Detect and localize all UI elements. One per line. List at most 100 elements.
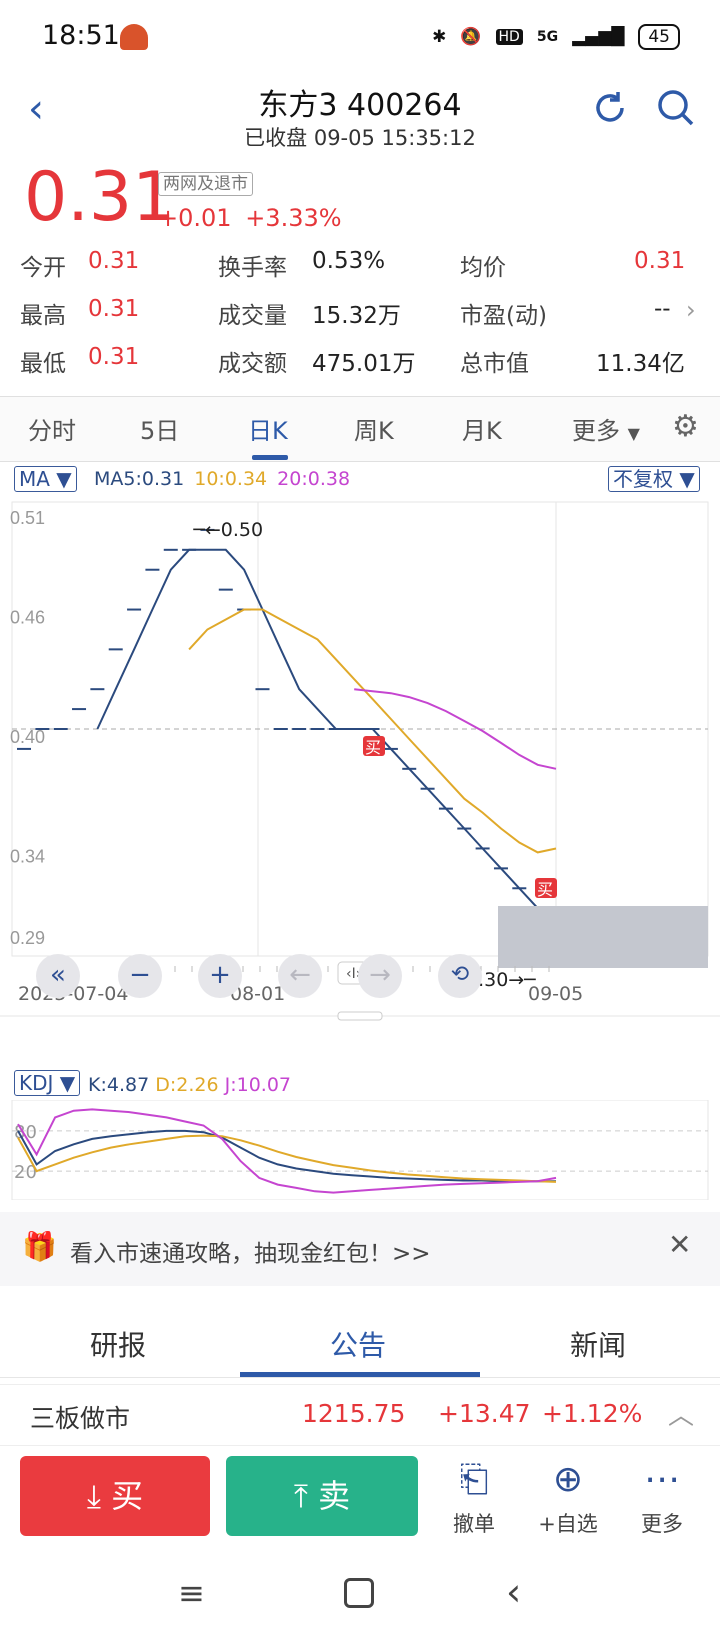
- market-status: 已收盘 09-05 15:35:12: [244, 126, 476, 150]
- stock-title: 东方3 400264: [258, 88, 462, 123]
- promo-banner[interactable]: 🎁 看入市速通攻略，抽现金红包！>> ✕: [0, 1212, 720, 1286]
- stock-header: ‹ 东方3 400264 已收盘 09-05 15:35:12: [0, 76, 720, 156]
- reset-view-button[interactable]: ⟲: [438, 954, 482, 998]
- buy-button[interactable]: ⤓ 买: [20, 1456, 210, 1536]
- kdj-line-k: [17, 1129, 556, 1183]
- high-price-label: ─←0.50: [192, 519, 263, 541]
- market-index-row[interactable]: 三板做市 1215.75 +13.47 +1.12% ︿: [0, 1384, 720, 1446]
- stat-label: 总市值: [460, 351, 529, 377]
- index-value: 1215.75: [302, 1399, 406, 1428]
- stat-value: 475.01万: [312, 351, 416, 377]
- back-icon[interactable]: ‹: [28, 86, 44, 132]
- low-price-label: 0.30→─: [466, 969, 536, 991]
- index-percent: +1.12%: [542, 1399, 643, 1428]
- x-tick-label: 09-05: [528, 983, 583, 1005]
- y-tick-label: 0.34: [10, 846, 45, 866]
- stat-value: 15.32万: [312, 303, 401, 329]
- status-bar: 18:51 ✱ 🔕 HD 5G ▂▄▆█ 45: [0, 0, 720, 76]
- index-name: 三板做市: [30, 1404, 131, 1433]
- more-label: 更多: [641, 1512, 683, 1536]
- nav-back-icon[interactable]: ‹: [506, 1570, 522, 1614]
- ma5-value: MA5:0.31: [94, 468, 185, 490]
- kdj-select-label: KDJ: [19, 1071, 54, 1095]
- status-icons: ✱ 🔕 HD 5G ▂▄▆█ 45: [432, 24, 680, 50]
- zoom-in-button[interactable]: +: [198, 954, 242, 998]
- tab-5day[interactable]: 5日: [140, 417, 180, 445]
- add-watchlist-label: +自选: [538, 1512, 598, 1536]
- kdj-d-value: D:2.26: [155, 1074, 219, 1096]
- signal-icon: ▂▄▆█: [572, 27, 625, 47]
- stat-label: 换手率: [218, 255, 287, 281]
- y-tick-label: 0.40: [10, 727, 45, 747]
- tab-weekly-k[interactable]: 周K: [354, 417, 394, 445]
- stat-label: 成交额: [218, 351, 287, 377]
- app-notification-icon: [120, 24, 148, 50]
- price-change: +0.01 +3.33%: [158, 204, 342, 232]
- adjust-selector[interactable]: 不复权 ▼: [608, 466, 700, 492]
- home-icon[interactable]: [344, 1578, 374, 1608]
- buy-mark-bg: [363, 736, 385, 756]
- sell-button[interactable]: ⤒ 卖: [226, 1456, 418, 1536]
- cancel-order-icon: ⎗: [459, 1459, 489, 1500]
- sell-arrow-icon: ⤒: [293, 1477, 308, 1515]
- network-badge: 5G: [536, 29, 559, 45]
- more-button[interactable]: ⋯ 更多: [622, 1456, 702, 1538]
- scroll-left-button[interactable]: ←: [278, 954, 322, 998]
- stat-label: 今开: [20, 255, 66, 281]
- ma10-value: 10:0.34: [194, 468, 268, 490]
- status-time: 18:51: [42, 20, 120, 51]
- add-watchlist-button[interactable]: ⊕ +自选: [528, 1456, 608, 1538]
- tab-news[interactable]: 新闻: [570, 1329, 627, 1362]
- stat-value: 0.31: [88, 248, 140, 274]
- tab-announcement[interactable]: 公告: [330, 1329, 387, 1362]
- chevron-right-icon[interactable]: ›: [686, 296, 696, 324]
- cancel-order-label: 撤单: [453, 1512, 495, 1536]
- stat-label: 市盈(动): [460, 303, 547, 329]
- menu-icon[interactable]: ≡: [178, 1574, 205, 1612]
- buy-mark: 买: [537, 880, 553, 899]
- scroll-handle-icon: ‹I›: [346, 966, 361, 982]
- gear-icon[interactable]: ⚙: [672, 409, 699, 444]
- buy-label: 买: [111, 1477, 144, 1515]
- cancel-order-button[interactable]: ⎗ 撤单: [434, 1456, 514, 1538]
- change-value: +0.01: [158, 204, 232, 232]
- tab-intraday[interactable]: 分时: [28, 417, 76, 445]
- stat-label: 均价: [460, 255, 506, 281]
- kdj-line-d: [17, 1134, 557, 1183]
- close-icon[interactable]: ✕: [668, 1228, 692, 1261]
- news-tabs: 研报 公告 新闻: [0, 1304, 720, 1378]
- adjust-label: 不复权: [613, 467, 673, 491]
- zoom-out-button[interactable]: −: [118, 954, 162, 998]
- chevron-up-icon[interactable]: ︿: [668, 1401, 695, 1431]
- hd-badge: HD: [495, 29, 523, 45]
- stat-label: 成交量: [218, 303, 287, 329]
- quote-panel: 0.31 两网及退市 +0.01 +3.33% 今开 0.31 换手率 0.53…: [0, 160, 720, 396]
- system-nav-bar: ≡ ‹: [0, 1552, 720, 1640]
- buy-mark-bg: [535, 878, 557, 898]
- news-tab-underline: [240, 1372, 480, 1377]
- kdj-selector[interactable]: KDJ ▼: [14, 1070, 81, 1096]
- kline-chart[interactable]: 0.510.460.400.340.29─←0.500.30→─买买2025-0…: [0, 500, 720, 1032]
- ma-selector[interactable]: MA ▼: [14, 466, 77, 492]
- plus-circle-icon: ⊕: [552, 1459, 584, 1500]
- index-change: +13.47: [438, 1399, 531, 1428]
- tab-daily-k[interactable]: 日K: [248, 417, 288, 445]
- tab-monthly-k[interactable]: 月K: [462, 417, 502, 445]
- tab-more[interactable]: 更多 ▼: [572, 411, 640, 446]
- rewind-button[interactable]: «: [36, 954, 80, 998]
- mute-icon: 🔕: [460, 27, 482, 47]
- scroll-right-button[interactable]: →: [358, 954, 402, 998]
- ma-line-ma10: [188, 608, 557, 854]
- stat-value: 0.31: [88, 344, 140, 370]
- refresh-icon[interactable]: [590, 88, 630, 128]
- stat-value: --: [654, 296, 671, 322]
- stat-value: 0.53%: [312, 248, 386, 274]
- stat-value: 0.31: [634, 248, 686, 274]
- sell-label: 卖: [318, 1477, 351, 1515]
- y-tick-label: 0.51: [10, 508, 45, 528]
- search-icon[interactable]: [656, 88, 696, 128]
- market-tag: 两网及退市: [158, 172, 253, 196]
- trade-bar: ⤓ 买 ⤒ 卖 ⎗ 撤单 ⊕ +自选 ⋯ 更多: [0, 1452, 720, 1552]
- tab-research[interactable]: 研报: [90, 1329, 147, 1362]
